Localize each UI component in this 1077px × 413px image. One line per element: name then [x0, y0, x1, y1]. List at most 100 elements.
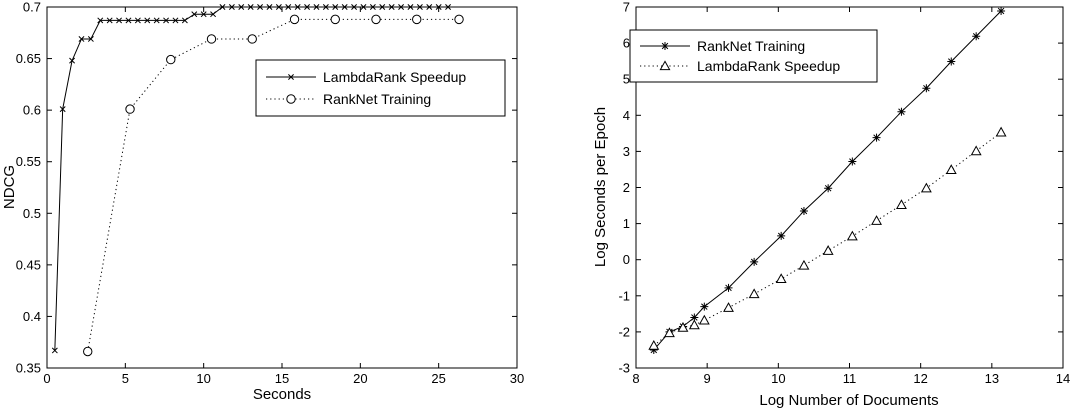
- data-point: [332, 4, 339, 10]
- series-line: [87, 18, 460, 352]
- data-point: [172, 17, 179, 24]
- data-point: [872, 133, 881, 142]
- data-point: [412, 14, 422, 25]
- data-point: [445, 4, 452, 10]
- data-point: [78, 36, 85, 42]
- x-tick-label: 13: [985, 371, 999, 386]
- data-point: [677, 321, 689, 332]
- data-point: [87, 36, 94, 42]
- x-axis-label: Seconds: [253, 386, 311, 403]
- data-point: [698, 314, 710, 325]
- y-tick-label: 6: [623, 36, 630, 51]
- legend: LambdaRank Speedup RankNet Training: [255, 59, 506, 117]
- y-tick-label: 7: [623, 0, 630, 15]
- series-line: [54, 6, 449, 351]
- data-point: [688, 319, 700, 330]
- y-axis-label: NDCG: [1, 165, 18, 209]
- data-point: [663, 327, 675, 338]
- data-point: [83, 346, 93, 357]
- data-point: [945, 164, 957, 174]
- data-point: [824, 184, 833, 193]
- data-point: [799, 206, 808, 215]
- data-point: [388, 4, 395, 10]
- series-layer: [648, 6, 1007, 354]
- y-tick-label: 0.35: [16, 361, 41, 376]
- y-tick-label: 3: [623, 144, 630, 159]
- data-point: [972, 32, 981, 41]
- x-tick-label: 12: [913, 371, 927, 386]
- data-point: [304, 4, 311, 10]
- data-point: [454, 14, 464, 25]
- data-point: [777, 231, 786, 240]
- data-point: [181, 17, 188, 24]
- legend-marker: [288, 74, 294, 80]
- data-point: [369, 4, 376, 10]
- data-point: [144, 17, 151, 24]
- legend-label: LambdaRank Speedup: [323, 69, 466, 85]
- data-point: [360, 4, 367, 10]
- y-tick-label: -2: [618, 324, 630, 339]
- series-layer: [51, 4, 464, 357]
- y-axis-label: Log Seconds per Epoch: [592, 107, 609, 267]
- legend-box: [255, 59, 506, 117]
- data-point: [970, 145, 982, 156]
- data-point: [379, 4, 386, 10]
- data-point: [920, 182, 932, 193]
- y-tick-label: 2: [623, 180, 630, 195]
- data-point: [69, 57, 76, 64]
- y-tick-label: 0.5: [23, 206, 41, 221]
- data-point: [822, 245, 834, 255]
- x-tick-label: 11: [843, 371, 857, 386]
- x-tick-label: 5: [122, 371, 129, 386]
- data-point: [210, 11, 217, 18]
- data-point: [59, 106, 66, 113]
- y-tick-label: 0.6: [23, 103, 41, 118]
- series-line: [653, 131, 1002, 347]
- data-point: [700, 302, 709, 311]
- data-point: [322, 4, 329, 10]
- data-point: [748, 288, 760, 299]
- data-point: [200, 11, 207, 18]
- data-point: [51, 347, 58, 354]
- y-tick-label: 4: [623, 108, 630, 123]
- data-point: [871, 215, 882, 225]
- data-point: [275, 4, 282, 10]
- data-point: [289, 14, 300, 25]
- data-point: [750, 257, 759, 266]
- data-point: [947, 57, 956, 66]
- data-point: [846, 230, 858, 241]
- data-point: [266, 4, 273, 10]
- x-tick-label: 10: [771, 371, 785, 386]
- data-point: [798, 259, 810, 270]
- data-point: [416, 4, 423, 10]
- data-point: [426, 4, 433, 10]
- legend-label: RankNet Training: [323, 91, 431, 107]
- legend: RankNet Training LambdaRank Speedup: [629, 29, 878, 83]
- data-point: [435, 4, 442, 10]
- ndcg-vs-seconds-chart: 0 5 10 15 20 25 30 0.35 0.4 0.45 0.5 0.55 0.6 0.65 0.7…: [1, 0, 524, 403]
- y-tick-label: -1: [618, 288, 630, 303]
- legend-marker: [659, 60, 671, 71]
- x-tick-label: 20: [353, 371, 367, 386]
- data-point: [134, 17, 141, 24]
- y-tick-label: 0: [623, 252, 630, 267]
- data-point: [407, 4, 414, 10]
- data-point: [206, 34, 217, 44]
- x-axis-label: Log Number of Documents: [759, 392, 938, 409]
- data-point: [238, 4, 245, 10]
- data-point: [247, 34, 257, 44]
- data-point: [371, 14, 381, 25]
- data-point: [724, 283, 733, 292]
- y-tick-label: -3: [618, 361, 630, 376]
- data-point: [341, 4, 348, 10]
- data-point: [294, 4, 301, 10]
- y-tick-label: 0.45: [16, 257, 41, 272]
- data-point: [257, 4, 264, 10]
- x-tick-label: 25: [431, 371, 445, 386]
- data-point: [163, 17, 170, 24]
- data-point: [247, 4, 254, 10]
- y-tick-label: 0.4: [23, 309, 41, 324]
- data-point: [897, 107, 906, 116]
- data-point: [330, 14, 340, 25]
